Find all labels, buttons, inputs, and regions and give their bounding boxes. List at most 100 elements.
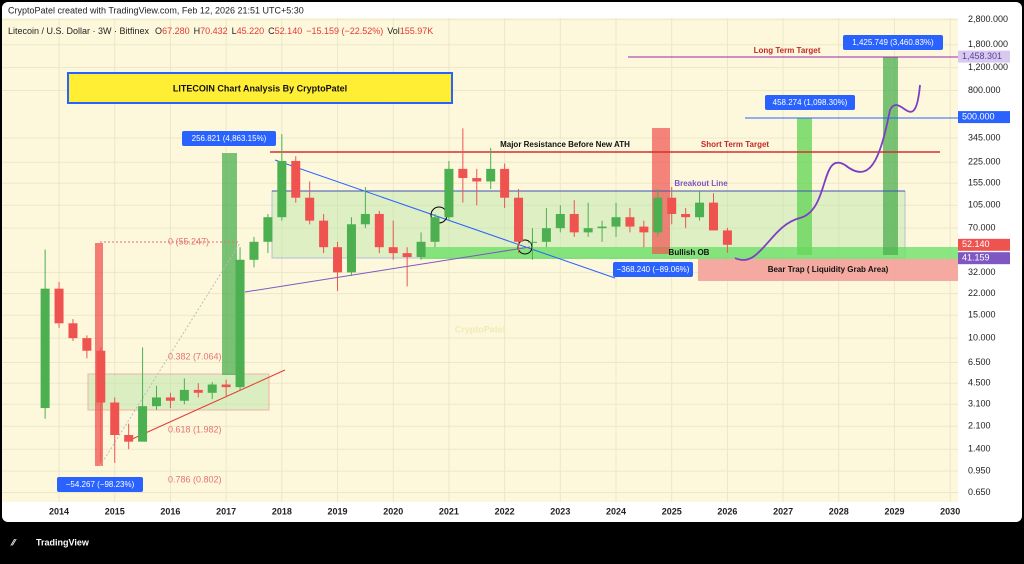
- candle-body: [695, 202, 705, 218]
- y-tick-label: 2,800.000: [968, 14, 1008, 24]
- y-tick-label: 345.000: [968, 132, 1001, 142]
- y-tick-label: 155.000: [968, 178, 1001, 188]
- ohlc: C: [268, 26, 275, 36]
- y-tick-label: 3.100: [968, 399, 991, 409]
- price-label-box: [958, 50, 1010, 63]
- measure-box: [182, 131, 276, 146]
- vol: 155.97K: [400, 26, 434, 36]
- y-tick-label: 1,800.000: [968, 39, 1008, 49]
- trend-line: [129, 369, 286, 441]
- axes: 2,800.000 1,800.000 1,200.000 800.000 345.00…: [49, 14, 1010, 516]
- x-tick-label: 2029: [884, 506, 904, 516]
- candle-body: [472, 178, 482, 182]
- candle-body: [722, 230, 732, 245]
- annotation: Bear Trap ( Liquidity Grab Area): [768, 265, 889, 274]
- symbol: Litecoin / U.S. Dollar · 3W · Bitfinex: [8, 26, 150, 36]
- fib-label: 0.786 (0.802): [168, 474, 222, 484]
- fib-label: 0.618 (1.982): [168, 424, 222, 434]
- y-tick-label: 1.400: [968, 444, 991, 454]
- projection: [734, 84, 921, 261]
- y-tick-label: 2.100: [968, 421, 991, 431]
- x-tick-label: 2027: [773, 506, 793, 516]
- price-label-box: [958, 111, 1010, 124]
- trend-line: [274, 159, 616, 279]
- candle-body: [138, 406, 148, 442]
- ohlc: O: [155, 26, 162, 36]
- candle-body: [597, 226, 607, 229]
- y-tick-label: 1,200.000: [968, 62, 1008, 72]
- candle-body: [708, 202, 718, 231]
- candle-body: [207, 384, 217, 393]
- candle-body: [249, 241, 259, 260]
- candle-body: [291, 160, 301, 198]
- ohlc: 52.140: [275, 26, 303, 36]
- y-tick-label: 6.500: [968, 357, 991, 367]
- title-box: [67, 72, 453, 104]
- candle-body: [110, 402, 120, 436]
- candle-body: [319, 220, 329, 248]
- ohlc: L: [232, 26, 237, 36]
- x-tick-label: 2024: [606, 506, 626, 516]
- measure-box: [765, 95, 855, 110]
- candle-body: [221, 384, 231, 388]
- measure-label: 458.274 (1,098.30%): [773, 98, 848, 107]
- ohlc: 67.280: [162, 26, 190, 36]
- candle-body: [305, 197, 315, 221]
- x-tick-label: 2025: [662, 506, 682, 516]
- candle-body: [569, 213, 579, 233]
- candle-body: [611, 217, 621, 227]
- candle-body: [681, 213, 691, 218]
- candle-body: [486, 168, 496, 182]
- y-tick-label: 105.000: [968, 200, 1001, 210]
- candle-body: [402, 253, 412, 258]
- candle-body: [40, 288, 50, 409]
- candle-body: [124, 435, 134, 442]
- candle-body: [277, 160, 287, 218]
- candle-body: [444, 168, 454, 218]
- candle-body: [346, 224, 356, 273]
- ohlc: 45.220: [237, 26, 265, 36]
- measure-box: [57, 477, 143, 492]
- candle-body: [374, 213, 384, 248]
- candle-body: [416, 241, 426, 258]
- y-tick-label: 225.000: [968, 157, 1001, 167]
- x-tick-label: 2020: [383, 506, 403, 516]
- candle-body: [527, 241, 537, 243]
- price-label-box: [958, 252, 1010, 265]
- candle-body: [555, 213, 565, 229]
- candle-body: [500, 168, 510, 198]
- candle-body: [667, 197, 677, 214]
- x-tick-label: 2030: [940, 506, 960, 516]
- y-tick-label: 70.000: [968, 223, 996, 233]
- price-label: 500.000: [962, 111, 995, 121]
- measure-box: [613, 262, 693, 277]
- candle-body: [541, 228, 551, 242]
- credit: CryptoPatel created with TradingView.com…: [8, 5, 304, 15]
- x-tick-label: 2022: [495, 506, 515, 516]
- candle-body: [333, 247, 343, 273]
- candle-body: [360, 213, 370, 225]
- candle-body: [653, 197, 663, 233]
- candle-body: [639, 226, 649, 233]
- candle-body: [193, 389, 203, 393]
- price-label-box: [958, 238, 1010, 251]
- annotation: Major Resistance Before New ATH: [500, 140, 630, 149]
- ohlc: H: [194, 26, 201, 36]
- watermark: CryptoPatel: [455, 324, 506, 334]
- annotation: Breakout Line: [674, 179, 728, 188]
- candle-body: [625, 217, 635, 227]
- candle-body: [96, 350, 106, 403]
- candle-body: [179, 389, 189, 401]
- candle-body: [458, 168, 468, 179]
- chart-title: LITECOIN Chart Analysis By CryptoPatel: [173, 83, 347, 93]
- bullish-ob-zone: [420, 247, 958, 259]
- candles: [40, 128, 732, 463]
- x-tick-label: 2016: [160, 506, 180, 516]
- vol: Vol: [387, 26, 400, 36]
- brand-icon: ⁄⁄: [10, 537, 18, 547]
- x-tick-label: 2018: [272, 506, 292, 516]
- price-label: 1,458.301: [962, 51, 1002, 61]
- y-tick-label: 32.000: [968, 267, 996, 277]
- legend: Litecoin / U.S. Dollar · 3W · Bitfinex O6…: [8, 26, 433, 36]
- measure-up: [222, 153, 237, 375]
